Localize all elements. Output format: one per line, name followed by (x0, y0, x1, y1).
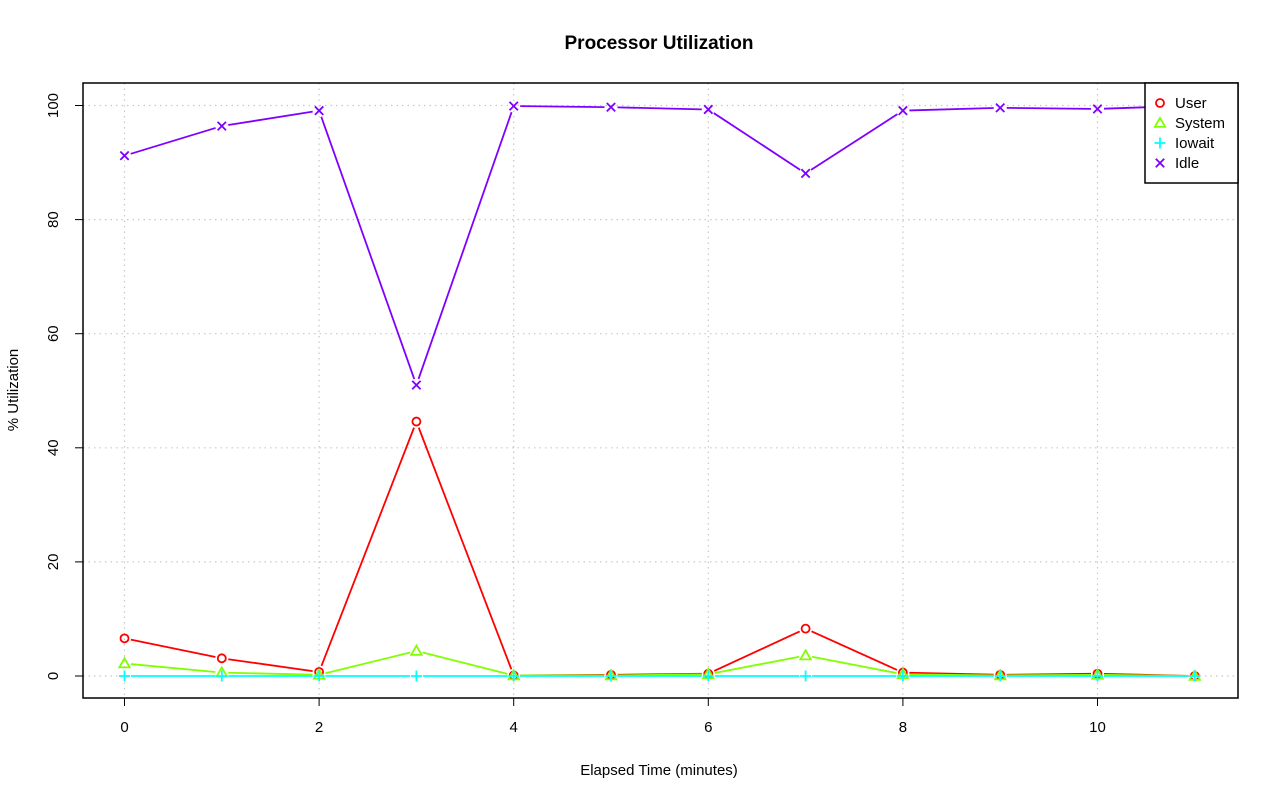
plot-frame (82, 82, 1239, 699)
series-iowait-point (508, 670, 520, 682)
legend-marker-iowait (1154, 137, 1166, 149)
series-idle-point (606, 102, 616, 113)
series-idle-point (1092, 104, 1103, 114)
x-tick-label: 10 (1089, 719, 1106, 736)
series-idle-point (898, 105, 908, 116)
series-system-segment (811, 655, 897, 674)
series-system (117, 643, 1202, 681)
series-idle-point (216, 121, 227, 131)
series-user-segment (417, 427, 513, 670)
x-tick-label: 8 (899, 719, 907, 736)
series-iowait-point (216, 670, 228, 682)
series-iowait-point (313, 670, 325, 682)
y-tick-label: 100 (45, 93, 62, 118)
legend-label-user: User (1175, 95, 1207, 112)
series-idle-point (800, 168, 811, 179)
series-system-segment (130, 663, 216, 673)
series-iowait-point (119, 670, 130, 682)
series-user-segment (228, 658, 313, 672)
series-iowait-point (800, 670, 812, 682)
series-system-point (798, 648, 813, 661)
series-user-point (411, 416, 422, 427)
series-idle-segment (909, 107, 994, 112)
series-user-point (216, 653, 227, 664)
series-idle-segment (320, 116, 416, 380)
y-tick-label: 20 (45, 554, 62, 571)
chart-title: Processor Utilization (565, 33, 754, 54)
y-tick-label: 60 (45, 325, 62, 342)
series-system-segment (422, 651, 508, 675)
x-tick-label: 0 (120, 719, 128, 736)
legend-label-system: System (1175, 115, 1225, 132)
y-axis-label: % Utilization (5, 349, 22, 432)
series (117, 100, 1202, 682)
series-system-point (117, 656, 132, 669)
series-user-segment (130, 638, 216, 658)
legend-label-idle: Idle (1175, 155, 1199, 172)
y-tick-label: 40 (45, 439, 62, 456)
series-idle-segment (713, 112, 801, 171)
series-idle-point (411, 380, 422, 390)
legend: User System Iowait Idle (1144, 82, 1239, 184)
series-system-segment (325, 651, 411, 675)
series-idle-point (119, 150, 130, 161)
series-iowait-point (605, 670, 617, 682)
series-idle-segment (810, 113, 898, 171)
series-iowait-point (994, 670, 1006, 682)
x-tick-label: 2 (315, 719, 323, 736)
series-idle-segment (130, 127, 216, 155)
series-iowait-point (1189, 670, 1201, 682)
series-idle-point (703, 104, 714, 115)
series-idle-segment (417, 111, 513, 380)
series-idle-point (314, 105, 324, 116)
series-idle-segment (520, 105, 605, 109)
series-idle-point (508, 101, 519, 111)
series-iowait-point (410, 670, 422, 682)
series-user-segment (320, 427, 415, 667)
legend-label-iowait: Iowait (1175, 135, 1215, 152)
series-idle-segment (228, 110, 313, 126)
series-iowait-point (702, 670, 714, 682)
x-axis-label: Elapsed Time (minutes) (580, 762, 738, 779)
legend-marker-idle (1155, 158, 1165, 168)
legend-marker-user (1155, 98, 1165, 108)
x-tick-label: 6 (704, 719, 712, 736)
series-idle-segment (617, 106, 702, 111)
series-iowait-point (897, 670, 909, 682)
legend-marker-system (1153, 115, 1167, 128)
series-iowait-point (1092, 670, 1103, 682)
series-system-point (409, 643, 424, 656)
series-user-segment (713, 630, 801, 672)
series-iowait (119, 670, 1201, 682)
series-user (119, 416, 1200, 681)
series-system-segment (714, 655, 800, 674)
series-idle-point (995, 102, 1006, 113)
series-user-point (119, 633, 130, 644)
y-tick-label: 80 (45, 211, 62, 228)
series-idle (119, 100, 1200, 390)
series-system-segment (228, 671, 313, 676)
series-idle-segment (1006, 106, 1092, 110)
grid (83, 83, 1238, 698)
y-tick-label: 0 (45, 672, 62, 680)
series-user-segment (811, 630, 898, 671)
series-user-point (800, 623, 811, 634)
x-tick-label: 4 (510, 719, 518, 736)
